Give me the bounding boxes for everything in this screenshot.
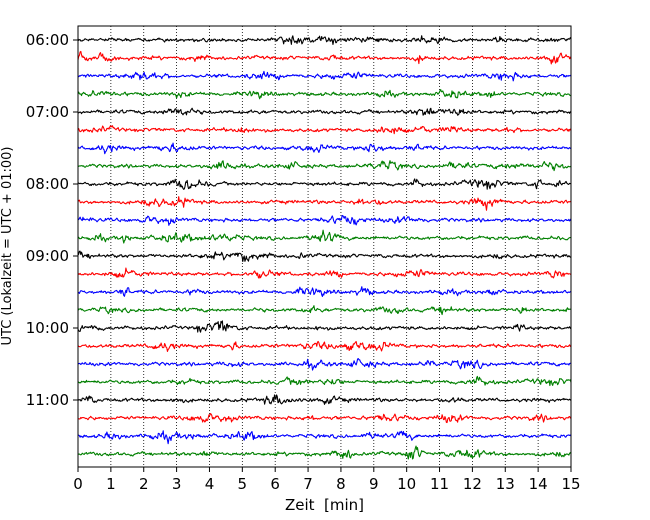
seismogram-trace <box>77 215 572 226</box>
x-tick-label: 3 <box>172 475 182 493</box>
seismogram-trace <box>77 340 572 352</box>
seismogram-trace <box>77 413 572 424</box>
seismogram-trace <box>77 394 572 405</box>
x-tick-label: 1 <box>106 475 116 493</box>
x-tick-label: 11 <box>430 475 449 493</box>
y-axis-label: UTC (Lokalzeit = UTC + 01:00) <box>0 147 15 346</box>
seismogram-trace <box>77 89 572 100</box>
x-axis-ticks: 0 1 2 3 4 5 6 7 8 9 10 11 12 13 14 15 <box>73 467 581 493</box>
x-tick-label: 7 <box>303 475 313 493</box>
seismogram-trace <box>77 445 572 460</box>
seismogram-trace <box>77 160 572 172</box>
seismogram-trace <box>77 70 572 82</box>
y-tick-label: 11:00 <box>26 391 69 409</box>
seismogram-trace <box>77 267 572 279</box>
seismogram-trace <box>77 375 572 387</box>
seismogram-trace <box>77 35 572 46</box>
seismogram-trace <box>77 229 572 244</box>
x-tick-label: 9 <box>369 475 379 493</box>
y-tick-label: 06:00 <box>26 31 69 49</box>
plot-frame <box>77 25 572 468</box>
seismogram-trace <box>77 125 572 135</box>
x-tick-label: 14 <box>529 475 548 493</box>
seismogram-trace <box>77 358 572 371</box>
plot-background <box>78 26 571 467</box>
y-tick-label: 08:00 <box>26 175 69 193</box>
x-tick-label: 8 <box>336 475 346 493</box>
y-tick-label: 10:00 <box>26 319 69 337</box>
x-tick-label: 4 <box>205 475 215 493</box>
x-tick-label: 12 <box>463 475 482 493</box>
x-tick-label: 0 <box>73 475 83 493</box>
seismogram-trace <box>77 430 572 445</box>
seismogram-trace <box>77 50 572 65</box>
x-tick-label: 5 <box>238 475 248 493</box>
seismogram-trace <box>77 178 572 190</box>
x-tick-label: 13 <box>496 475 515 493</box>
seismogram-traces <box>77 35 572 460</box>
seismogram-trace <box>77 320 572 333</box>
y-tick-label: 09:00 <box>26 247 69 265</box>
y-axis-ticks: 06:00 07:00 08:00 09:00 10:00 11:00 <box>26 31 78 409</box>
seismogram-trace <box>77 305 572 316</box>
x-axis-label: Zeit [min] <box>285 496 364 514</box>
seismogram-trace <box>77 107 572 116</box>
seismogram-trace <box>77 142 572 155</box>
x-tick-label: 15 <box>561 475 580 493</box>
x-tick-label: 6 <box>270 475 280 493</box>
seismogram-trace <box>77 286 572 298</box>
x-tick-label: 2 <box>139 475 149 493</box>
seismogram-trace <box>77 196 572 211</box>
y-tick-label: 07:00 <box>26 103 69 121</box>
x-tick-label: 10 <box>397 475 416 493</box>
seismogram-trace <box>77 250 572 263</box>
